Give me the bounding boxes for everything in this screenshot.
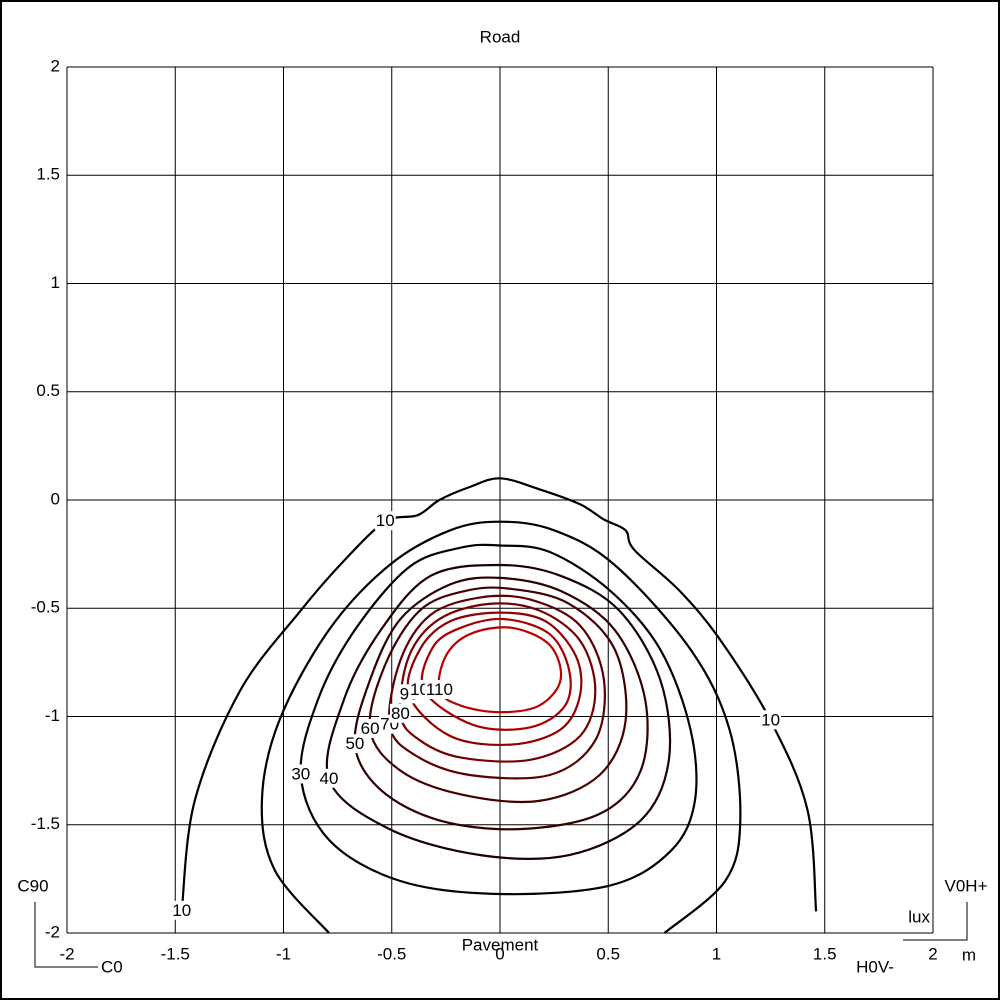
contour-label-bg xyxy=(344,734,366,754)
contour-line xyxy=(368,586,628,804)
contour-label-bg xyxy=(359,718,381,738)
corner-label: H0V- xyxy=(856,957,894,976)
x-axis-label: Pavement xyxy=(462,935,539,954)
contour-label: 30 xyxy=(291,764,310,783)
y-tick-label: 2 xyxy=(51,56,60,75)
contour-label: 10 xyxy=(376,511,395,530)
contour-line xyxy=(180,477,818,912)
x-tick-label: -1 xyxy=(276,944,291,963)
contour-label-bg xyxy=(171,900,193,920)
x-tick-label: -0.5 xyxy=(377,944,406,963)
y-tick-label: 1.5 xyxy=(36,165,60,184)
contour-label-bg xyxy=(374,511,396,531)
contour-line xyxy=(406,611,583,746)
contour-label-bg xyxy=(290,764,312,784)
x-tick-label: 1 xyxy=(712,944,721,963)
y-tick-label: -1 xyxy=(45,706,60,725)
corner-label: V0H+ xyxy=(945,876,988,895)
y-tick-label: 0 xyxy=(51,489,60,508)
contour-label: 110 xyxy=(426,680,453,699)
x-tick-label: -2 xyxy=(59,944,74,963)
x-tick-label: -1.5 xyxy=(161,944,190,963)
contour-label: 10 xyxy=(172,901,191,920)
contour-line xyxy=(387,594,606,780)
contour-label-bg xyxy=(760,710,782,730)
y-tick-label: -2 xyxy=(45,922,60,941)
x-tick-label: 1.5 xyxy=(813,944,837,963)
chart-title: Road xyxy=(480,27,521,46)
contour-line xyxy=(325,563,672,860)
y-tick-label: -1.5 xyxy=(31,814,60,833)
x-tick-label: 0.5 xyxy=(596,944,620,963)
unit-label: lux xyxy=(908,907,930,926)
v-axis-marker xyxy=(903,902,968,941)
corner-label: C90 xyxy=(17,876,48,895)
contour-label-bg xyxy=(318,768,340,788)
contour-line xyxy=(260,520,742,934)
contour-label-bg xyxy=(389,703,411,723)
contour-line xyxy=(299,543,698,896)
contour-label: 60 xyxy=(361,719,380,738)
corner-label: C0 xyxy=(101,957,123,976)
y-tick-label: 1 xyxy=(51,273,60,292)
contour-label: 40 xyxy=(320,769,339,788)
contour-line xyxy=(437,626,563,714)
x-tick-label: 0 xyxy=(495,944,504,963)
contour-label: 10 xyxy=(761,710,780,729)
y-tick-label: -0.5 xyxy=(31,598,60,617)
c-axis-marker xyxy=(34,902,98,968)
contour-line xyxy=(420,617,572,731)
contour-label-bg xyxy=(424,680,454,700)
x-tick-label: 2 xyxy=(928,944,937,963)
contour-line xyxy=(353,576,649,831)
y-tick-label: 0.5 xyxy=(36,381,60,400)
contour-label: 50 xyxy=(345,734,364,753)
contour-line xyxy=(398,602,597,763)
unit-m: m xyxy=(962,945,976,964)
contour-label: 80 xyxy=(391,704,410,723)
